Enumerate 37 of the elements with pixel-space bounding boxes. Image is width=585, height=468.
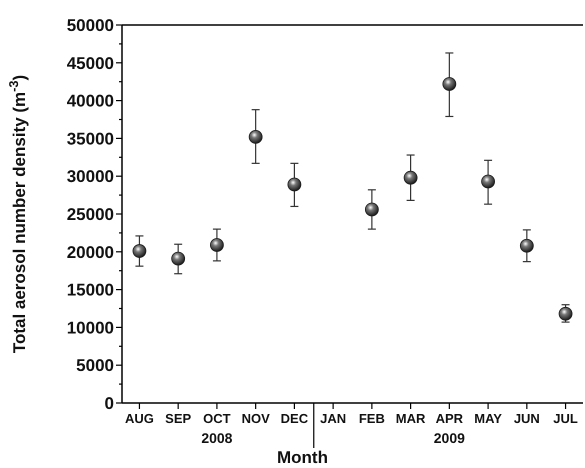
point	[442, 77, 456, 91]
x-tick-label: JUN	[514, 411, 540, 426]
x-tick-label: DEC	[280, 411, 309, 426]
point	[364, 202, 379, 216]
y-tick-label: 10000	[66, 318, 114, 338]
x-tick-label: AUG	[124, 411, 154, 426]
point	[404, 170, 418, 185]
x-tick-label: NOV	[242, 411, 270, 426]
point	[287, 178, 302, 192]
x-tick-label: APR	[436, 411, 464, 426]
y-tick-label: 15000	[66, 280, 114, 300]
y-tick-label: 50000	[66, 16, 114, 35]
point	[481, 174, 495, 188]
point	[171, 252, 186, 266]
point	[132, 244, 146, 258]
x-tick-label: OCT	[203, 411, 231, 426]
x-tick-label: MAY	[474, 411, 502, 426]
x-tick-label: JUL	[553, 411, 578, 426]
y-tick-label: 30000	[66, 167, 114, 186]
x-tick-label: SEP	[165, 411, 192, 426]
x-axis-title: Month	[277, 448, 328, 467]
y-tick-label: 25000	[66, 204, 114, 224]
point	[248, 130, 263, 144]
y-tick-label: 40000	[66, 92, 114, 111]
point	[520, 238, 534, 253]
y-tick-label: 35000	[66, 129, 114, 148]
y-tick-label: 0	[104, 394, 114, 413]
point	[210, 238, 224, 252]
y-tick-label: 5000	[76, 356, 114, 376]
point	[558, 306, 572, 321]
text: 2008	[201, 430, 233, 446]
y-tick-label: 45000	[66, 54, 114, 73]
x-tick-label: MAR	[396, 411, 426, 426]
x-tick-label: FEB	[358, 411, 385, 426]
text: 2009	[434, 430, 466, 446]
x-tick-label: JAN	[320, 411, 346, 426]
y-tick-label: 20000	[66, 242, 114, 262]
